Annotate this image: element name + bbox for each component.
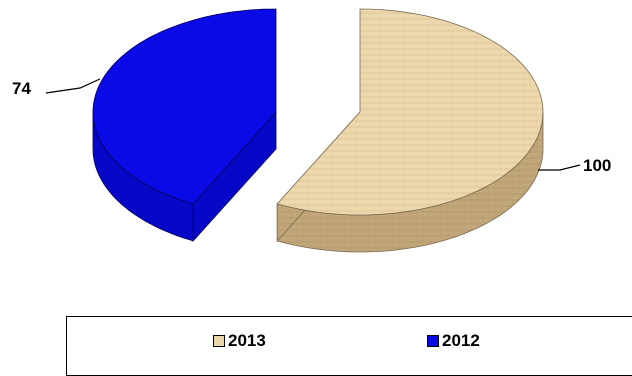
legend-swatch-2013 <box>213 335 225 347</box>
legend-swatch-2012 <box>427 335 439 347</box>
pie-slice-2012 <box>92 8 277 242</box>
pie-slice-2013 <box>276 8 544 253</box>
pie-chart: 100 74 <box>12 8 611 253</box>
leader-line-2013 <box>538 164 581 171</box>
legend-label-2013: 2013 <box>228 331 266 350</box>
legend-entry-2013: 2013 <box>213 331 266 351</box>
pie-slice-top-2012 <box>92 8 277 205</box>
pie-slice-top-2013 <box>276 8 544 216</box>
legend-entry-2012: 2012 <box>427 331 480 351</box>
leader-line-2012 <box>45 78 101 94</box>
legend-label-2012: 2012 <box>442 331 480 350</box>
data-label-2013: 100 <box>583 156 611 175</box>
data-label-2012: 74 <box>12 79 31 98</box>
chart-legend: 2013 2012 <box>66 316 632 376</box>
